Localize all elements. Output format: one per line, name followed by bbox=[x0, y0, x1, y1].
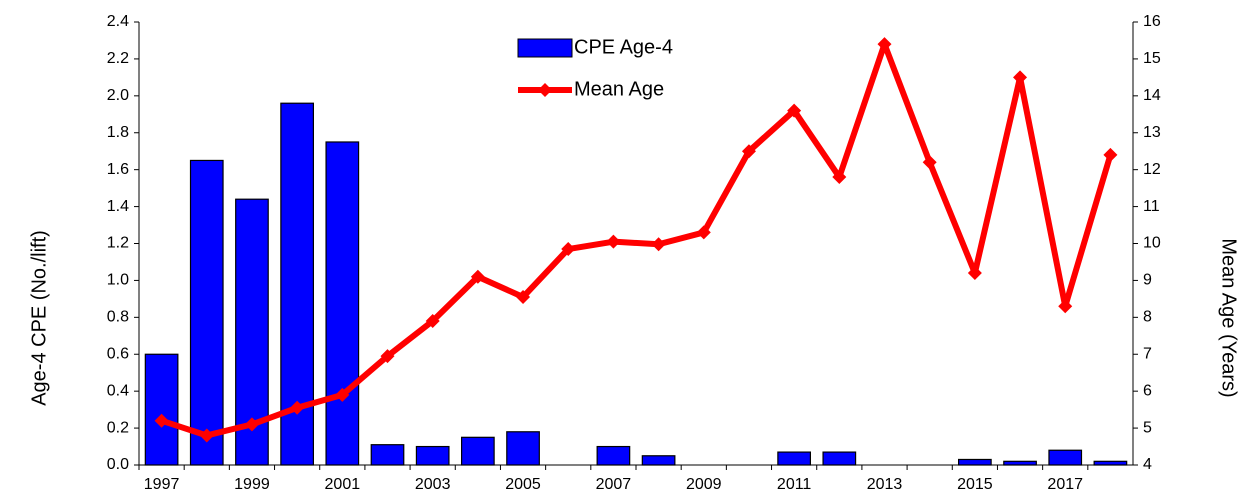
marker bbox=[470, 269, 485, 284]
marker bbox=[154, 413, 169, 428]
y-tick-label: 1.0 bbox=[107, 272, 129, 289]
y-tick-label: 1.8 bbox=[107, 124, 129, 141]
y2-axis-label: Mean Age (Years) bbox=[1218, 238, 1240, 397]
bar bbox=[325, 141, 360, 466]
marker bbox=[877, 37, 892, 52]
bar bbox=[777, 451, 812, 466]
bar bbox=[1003, 460, 1037, 466]
bar bbox=[144, 353, 179, 466]
x-tick-label: 2005 bbox=[505, 476, 541, 493]
marker bbox=[651, 237, 666, 252]
marker bbox=[967, 266, 982, 281]
y2-tick-label: 7 bbox=[1143, 345, 1152, 362]
marker bbox=[741, 144, 756, 159]
bar bbox=[641, 455, 676, 466]
y2-tick-label: 10 bbox=[1143, 235, 1161, 252]
y2-tick-label: 5 bbox=[1143, 419, 1152, 436]
y-tick-label: 0.6 bbox=[107, 345, 129, 362]
y-tick-label: 0.0 bbox=[107, 456, 129, 473]
x-tick-label: 2009 bbox=[686, 476, 722, 493]
y2-tick-label: 14 bbox=[1143, 87, 1161, 104]
y-tick-label: 0.4 bbox=[107, 382, 129, 399]
y-axis-label: Age-4 CPE (No./lift) bbox=[28, 230, 50, 406]
y-tick-label: 2.2 bbox=[107, 50, 129, 67]
marker bbox=[1058, 299, 1073, 314]
marker bbox=[335, 387, 350, 402]
bar bbox=[822, 451, 857, 466]
bar bbox=[189, 159, 224, 466]
marker bbox=[425, 314, 440, 329]
x-tick-label: 2007 bbox=[596, 476, 632, 493]
y-tick-label: 1.6 bbox=[107, 161, 129, 178]
bar bbox=[1093, 460, 1128, 466]
marker bbox=[1103, 147, 1118, 162]
y-tick-label: 1.2 bbox=[107, 235, 129, 252]
bar bbox=[957, 458, 992, 466]
y2-tick-label: 9 bbox=[1143, 272, 1152, 289]
y2-tick-label: 6 bbox=[1143, 382, 1152, 399]
x-tick-label: 2017 bbox=[1047, 476, 1083, 493]
y2-tick-label: 13 bbox=[1143, 124, 1161, 141]
y-tick-label: 2.4 bbox=[107, 13, 129, 30]
x-tick-label: 2003 bbox=[415, 476, 451, 493]
x-tick-label: 2015 bbox=[957, 476, 993, 493]
bar bbox=[460, 436, 495, 466]
bar bbox=[596, 445, 631, 466]
line bbox=[160, 41, 1114, 439]
legend-marker bbox=[538, 83, 552, 97]
y2-tick-label: 16 bbox=[1143, 13, 1161, 30]
marker bbox=[696, 225, 711, 240]
marker bbox=[290, 400, 305, 415]
y-tick-label: 0.8 bbox=[107, 309, 129, 326]
legend-swatch bbox=[517, 38, 573, 58]
x-tick-label: 2011 bbox=[777, 476, 812, 493]
marker bbox=[244, 417, 259, 432]
x-tick-label: 1997 bbox=[144, 476, 180, 493]
marker bbox=[516, 290, 531, 305]
marker bbox=[606, 234, 621, 249]
x-tick-label: 1999 bbox=[234, 476, 270, 493]
y-tick-label: 2.0 bbox=[107, 87, 129, 104]
marker bbox=[199, 428, 214, 443]
x-tick-label: 2001 bbox=[325, 476, 361, 493]
marker bbox=[380, 349, 395, 364]
marker bbox=[561, 242, 576, 257]
bar bbox=[370, 444, 405, 466]
bar bbox=[506, 431, 540, 466]
y2-tick-label: 12 bbox=[1143, 161, 1161, 178]
marker bbox=[1013, 70, 1028, 85]
legend-label: CPE Age-4 bbox=[574, 36, 673, 58]
x-tick-label: 2013 bbox=[867, 476, 903, 493]
marker bbox=[922, 155, 937, 170]
bar bbox=[1048, 449, 1083, 466]
y2-tick-label: 11 bbox=[1143, 198, 1160, 215]
y-tick-label: 0.2 bbox=[107, 419, 129, 436]
y2-tick-label: 4 bbox=[1143, 456, 1152, 473]
y2-tick-label: 15 bbox=[1143, 50, 1161, 67]
y-tick-label: 1.4 bbox=[107, 198, 129, 215]
marker bbox=[787, 103, 802, 118]
bar bbox=[415, 445, 450, 466]
marker bbox=[832, 170, 847, 185]
legend-label: Mean Age bbox=[574, 78, 664, 100]
y2-tick-label: 8 bbox=[1143, 309, 1152, 326]
